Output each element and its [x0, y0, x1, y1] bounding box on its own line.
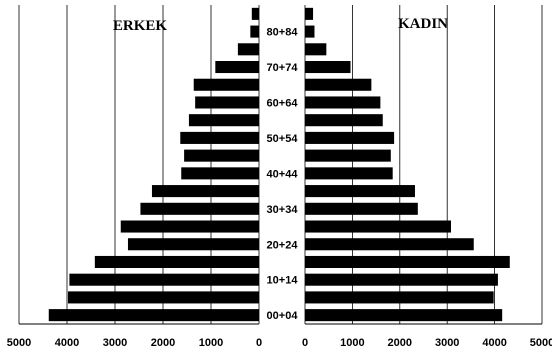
male-tick-label: 5000: [7, 337, 31, 349]
age-label: 70+74: [267, 62, 299, 74]
female-bar-60+64: [305, 96, 381, 109]
male-bar-00+04: [48, 309, 260, 322]
male-bar-25-29: [120, 220, 259, 233]
female-side-title: KADIN: [398, 16, 448, 32]
grid-lines: [18, 5, 543, 324]
female-bar-50+54: [305, 131, 395, 144]
male-bar-80+84: [250, 25, 259, 38]
female-bar-40+44: [305, 167, 393, 180]
female-bar-85+: [305, 7, 314, 20]
male-bar-05-09: [67, 291, 260, 304]
male-tick-label: 2000: [151, 337, 175, 349]
female-bar-45-49: [305, 149, 391, 162]
male-bar-45-49: [184, 149, 259, 162]
age-label: 20+24: [267, 239, 299, 251]
male-bar-65-69: [193, 78, 259, 91]
female-tick-label: 5000: [530, 337, 552, 349]
age-label: 50+54: [267, 133, 299, 145]
female-bar-10+14: [305, 273, 498, 286]
female-bar-65-69: [305, 78, 372, 91]
male-tick-label: 0: [256, 337, 262, 349]
female-tick-label: 2000: [388, 337, 412, 349]
age-label: 80+84: [267, 27, 299, 39]
female-bar-55-59: [305, 114, 383, 127]
female-bar-35-39: [305, 185, 415, 198]
male-bar-40+44: [181, 167, 259, 180]
male-tick-label: 1000: [199, 337, 223, 349]
age-label: 40+44: [267, 168, 299, 180]
female-axis-tick-labels: 0 1000 2000 3000 4000 5000: [302, 337, 552, 349]
male-bar-70+74: [215, 61, 259, 74]
female-tick-label: 4000: [482, 337, 506, 349]
female-tick-label: 0: [302, 337, 308, 349]
male-bar-60+64: [195, 96, 259, 109]
male-bar-55-59: [188, 114, 259, 127]
female-bar-70+74: [305, 61, 351, 74]
female-bar-30+34: [305, 202, 418, 215]
female-bar-20+24: [305, 238, 474, 251]
male-bar-75-79: [237, 43, 259, 56]
female-bar-25-29: [305, 220, 451, 233]
male-bar-20+24: [127, 238, 260, 251]
male-bar-30+34: [140, 202, 259, 215]
female-tick-label: 3000: [435, 337, 459, 349]
age-label: 10+14: [267, 275, 299, 287]
male-bar-85+: [251, 7, 259, 20]
male-tick-label: 4000: [55, 337, 79, 349]
male-side-title: ERKEK: [113, 18, 168, 34]
male-bars: [48, 7, 260, 322]
male-tick-label: 3000: [103, 337, 127, 349]
age-label: 30+34: [267, 204, 299, 216]
female-bar-75-79: [305, 43, 327, 56]
female-tick-label: 1000: [340, 337, 364, 349]
age-label: 60+64: [267, 97, 299, 109]
female-bar-00+04: [305, 309, 503, 322]
male-axis-tick-labels: 5000 4000 3000 2000 1000 0: [7, 337, 262, 349]
female-bar-05-09: [305, 291, 494, 304]
age-group-labels: 00+04 10+14 20+24 30+34 40+44 50+54 60+64 70+74…: [267, 27, 299, 323]
female-bar-80+84: [305, 25, 315, 38]
male-bar-15-19: [94, 255, 259, 268]
female-bar-15-19: [305, 255, 510, 268]
male-bar-10+14: [69, 273, 260, 286]
female-bars: [305, 7, 510, 322]
age-label: 00+04: [267, 310, 299, 322]
male-bar-50+54: [180, 131, 259, 144]
male-bar-35-39: [151, 185, 259, 198]
